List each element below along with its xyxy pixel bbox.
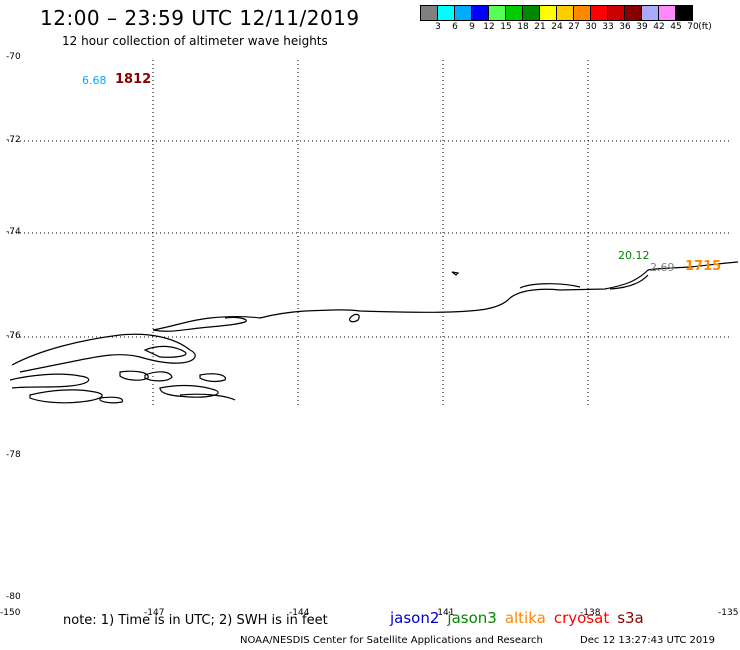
coast-west-5 xyxy=(119,370,149,381)
colorbar-label: 39 xyxy=(636,22,648,32)
coast-main xyxy=(152,261,739,331)
colorbar-label: 9 xyxy=(469,22,475,32)
satellite-jason3: jason3 xyxy=(447,609,497,627)
lat-label: -76 xyxy=(6,331,21,341)
lon-label: -141 xyxy=(434,608,455,618)
swh-marker: 2.69 xyxy=(650,261,675,274)
coast-inlet-2 xyxy=(519,283,581,289)
satellite-altika: altika xyxy=(504,609,546,627)
footer-credit: NOAA/NESDIS Center for Satellite Applica… xyxy=(240,635,543,646)
satellite-cryosat: cryosat xyxy=(553,609,610,627)
lon-label: -138 xyxy=(580,608,601,618)
coast-west-6 xyxy=(144,371,173,382)
coast-west-9 xyxy=(99,396,124,404)
colorbar-label: 36 xyxy=(619,22,631,32)
swh-marker: 20.12 xyxy=(618,249,650,262)
coast-inlet-3 xyxy=(609,274,649,290)
coast-west-4 xyxy=(29,389,103,404)
lat-label: -80 xyxy=(6,592,21,602)
islet xyxy=(451,271,460,276)
map-subtitle: 12 hour collection of altimeter wave hei… xyxy=(62,34,328,48)
coast-west-8 xyxy=(199,373,227,383)
colorbar-label: 18 xyxy=(517,22,529,32)
note-text: note: 1) Time is in UTC; 2) SWH is in fe… xyxy=(63,613,328,628)
colorbar-label: 42 xyxy=(653,22,665,32)
graticule xyxy=(8,60,732,408)
colorbar-label: 33 xyxy=(602,22,614,32)
lat-label: -70 xyxy=(6,52,21,62)
coast-west-10 xyxy=(179,393,236,401)
footer-timestamp: Dec 12 13:27:43 UTC 2019 xyxy=(580,635,715,646)
colorbar-label: 21 xyxy=(534,22,546,32)
swh-marker: 6.68 xyxy=(82,74,107,87)
colorbar-label: 12 xyxy=(483,22,495,32)
map-title: 12:00 – 23:59 UTC 12/11/2019 xyxy=(40,6,360,30)
coast-west-1 xyxy=(11,333,196,373)
colorbar-label: 24 xyxy=(551,22,563,32)
swh-marker: 1715 xyxy=(685,259,722,274)
lat-label: -78 xyxy=(6,450,21,460)
lat-label: -72 xyxy=(6,135,21,145)
colorbar-label: 27 xyxy=(568,22,580,32)
colorbar-label: 15 xyxy=(500,22,512,32)
coast-west-3 xyxy=(9,373,90,389)
coast-west-2 xyxy=(143,345,187,358)
satellite-legend: jason2 jason3 altika cryosat s3a xyxy=(390,609,652,627)
lon-label: -135 xyxy=(718,608,739,618)
lon-label: -147 xyxy=(144,608,165,618)
swh-marker: 1812 xyxy=(115,72,152,87)
coastline xyxy=(9,261,739,404)
island-small xyxy=(349,313,360,323)
colorbar-label: 30 xyxy=(585,22,597,32)
coast-inlet-1 xyxy=(152,316,247,332)
colorbar-label: (ft) xyxy=(698,22,712,32)
colorbar-label: 6 xyxy=(452,22,458,32)
lat-label: -74 xyxy=(6,227,21,237)
colorbar-label: 70 xyxy=(687,22,699,32)
lon-label: -150 xyxy=(0,608,21,618)
colorbar-label: 45 xyxy=(670,22,682,32)
colorbar-label: 3 xyxy=(435,22,441,32)
lon-label: -144 xyxy=(289,608,310,618)
colorbar-swatch xyxy=(675,5,693,21)
satellite-s3a: s3a xyxy=(617,609,644,627)
colorbar xyxy=(420,5,693,21)
coast-west-7 xyxy=(159,384,219,398)
satellite-jason2: jason2 xyxy=(390,609,440,627)
